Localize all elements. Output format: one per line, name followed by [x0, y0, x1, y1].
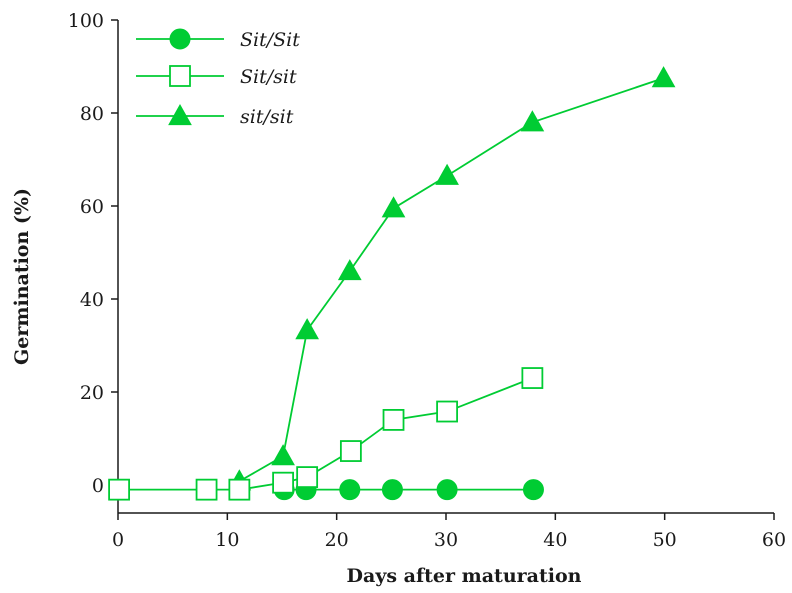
- y-tick-label: 80: [80, 103, 104, 125]
- data-point: [295, 318, 320, 340]
- x-tick-label: 30: [434, 529, 458, 551]
- data-point: [339, 440, 362, 462]
- series-layer: [108, 66, 676, 501]
- axes: 0 20 40 60 80 100 0 10 20 30 40 50 60: [68, 10, 786, 551]
- x-tick-label: 10: [215, 529, 239, 551]
- x-tick-label: 20: [325, 529, 349, 551]
- data-point: [436, 400, 458, 423]
- y-tick-label: 40: [80, 289, 104, 311]
- data-point: [271, 444, 295, 466]
- y-axis-title: Germination (%): [11, 188, 33, 365]
- data-point: [520, 110, 545, 132]
- legend-marker: [168, 103, 192, 126]
- data-point: [272, 471, 294, 494]
- legend-marker: [169, 65, 191, 87]
- x-tick-label: 40: [543, 529, 567, 551]
- x-tick-label: 0: [112, 529, 124, 551]
- x-tick-label: 60: [762, 529, 786, 551]
- series-sit-sit: [227, 66, 676, 491]
- x-tick-label: 50: [653, 529, 677, 551]
- data-point: [228, 478, 251, 501]
- y-tick-label: 100: [68, 10, 104, 32]
- legend-label: sit/sit: [240, 106, 294, 128]
- data-point: [435, 163, 459, 185]
- legend-item-sit-sit: sit/sit: [136, 103, 294, 128]
- data-point: [339, 479, 361, 501]
- legend-label: Sit/Sit: [240, 29, 300, 51]
- legend-label: Sit/sit: [240, 66, 297, 88]
- legend-marker: [169, 28, 191, 50]
- data-point: [436, 479, 458, 501]
- data-point: [381, 196, 406, 218]
- data-point: [108, 478, 130, 501]
- data-point: [521, 367, 544, 389]
- series-line: [119, 377, 533, 491]
- data-point: [195, 478, 218, 501]
- data-point: [651, 66, 676, 88]
- data-point: [337, 259, 362, 281]
- legend-item-sit-sit: Sit/Sit: [136, 28, 300, 51]
- legend-item-sit-sit: Sit/sit: [136, 65, 297, 88]
- series-line: [238, 77, 664, 483]
- y-tick-label: 0: [92, 475, 104, 497]
- data-point: [382, 408, 405, 431]
- data-point: [522, 479, 544, 501]
- data-point: [381, 479, 403, 501]
- y-tick-label: 20: [80, 382, 104, 404]
- y-tick-label: 60: [80, 196, 104, 218]
- data-point: [296, 466, 319, 488]
- series-sit-sit: [108, 367, 544, 501]
- legend: Sit/Sit Sit/sit sit/sit: [136, 28, 300, 128]
- x-axis-title: Days after maturation: [347, 565, 582, 587]
